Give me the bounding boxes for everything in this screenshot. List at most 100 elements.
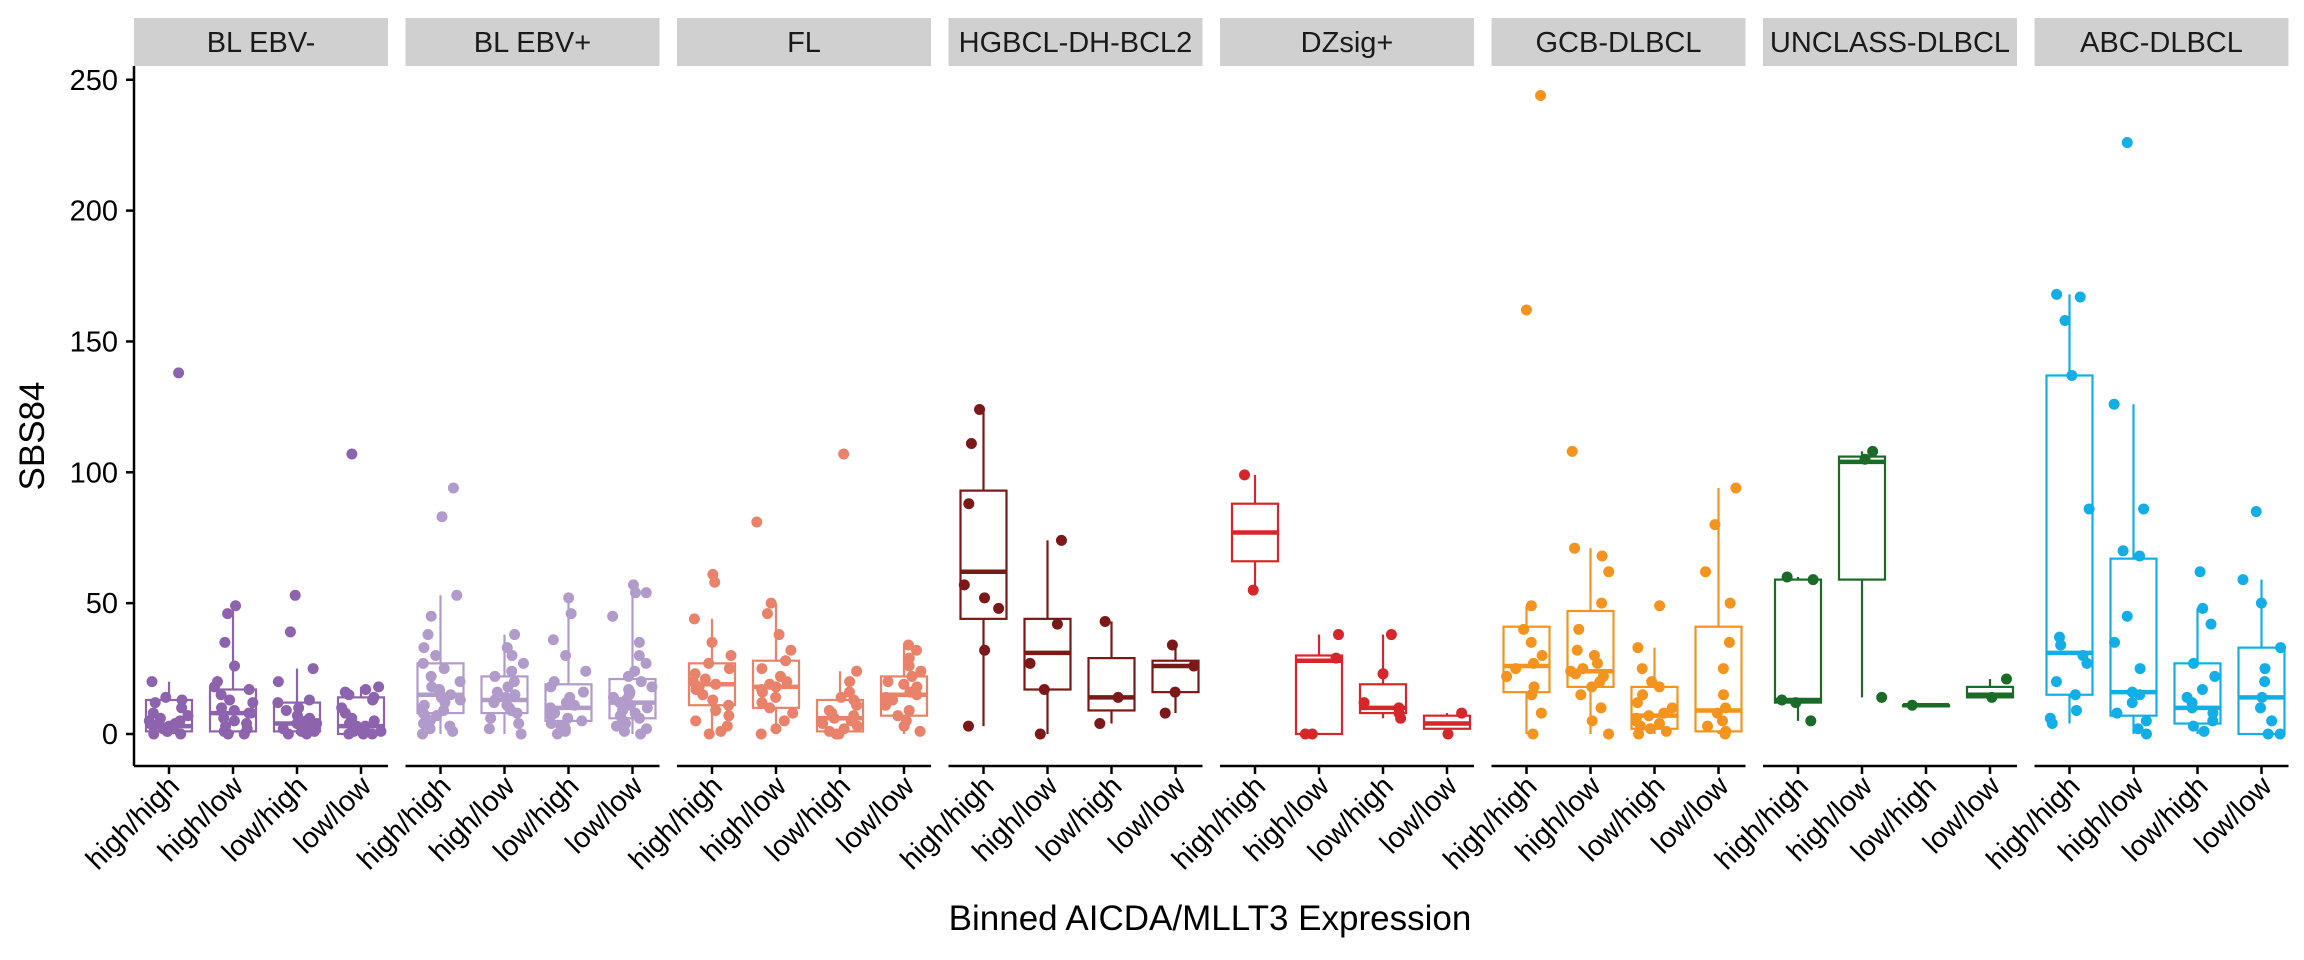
data-point [1520, 304, 1532, 316]
data-point [607, 610, 619, 622]
data-point [962, 720, 974, 732]
data-point [147, 720, 159, 732]
data-point [2132, 723, 2144, 735]
data-point [182, 710, 194, 722]
data-point [485, 712, 497, 724]
data-point [618, 725, 630, 737]
data-point [1510, 663, 1522, 675]
data-point [1188, 660, 1200, 672]
data-point [2266, 715, 2278, 727]
facet-strip-label: ABC-DLBCL [2080, 27, 2243, 59]
data-point [2059, 315, 2071, 327]
facet-strip-label: BL EBV+ [474, 27, 591, 59]
data-point [2066, 369, 2078, 381]
data-point [1603, 728, 1615, 740]
data-point [517, 657, 529, 669]
data-point [707, 694, 719, 706]
data-point [2259, 663, 2271, 675]
data-point [761, 608, 773, 620]
data-point [830, 728, 842, 740]
data-point [2256, 691, 2268, 703]
facet-strip [2034, 18, 2289, 66]
data-point [979, 592, 991, 604]
data-point [1570, 668, 1582, 680]
data-point [1591, 657, 1603, 669]
data-point [1790, 697, 1802, 709]
data-point [208, 681, 220, 693]
data-point [2140, 728, 2152, 740]
facet-strip [677, 18, 931, 66]
data-point [1646, 676, 1658, 688]
data-point [963, 498, 975, 510]
data-point [1594, 676, 1606, 688]
data-point [160, 691, 172, 703]
y-tick-label: 200 [70, 196, 118, 228]
data-point [1730, 482, 1742, 494]
box-iqr [1837, 455, 1887, 581]
data-point [1596, 550, 1608, 562]
data-point [910, 644, 922, 656]
data-point [511, 707, 523, 719]
data-point [2187, 720, 2199, 732]
data-point [723, 699, 735, 711]
data-point [375, 725, 387, 737]
data-point [1525, 636, 1537, 648]
data-point [247, 697, 259, 709]
data-point [222, 728, 234, 740]
data-point [1586, 681, 1598, 693]
data-point [781, 676, 793, 688]
data-point [488, 697, 500, 709]
data-point [307, 663, 319, 675]
data-point [228, 715, 240, 727]
data-point [780, 655, 792, 667]
data-point [509, 689, 521, 701]
data-point [149, 697, 161, 709]
data-point [515, 728, 527, 740]
data-point [635, 676, 647, 688]
x-axis-title: Binned AICDA/MLLT3 Expression [949, 899, 1472, 938]
data-point [176, 702, 188, 714]
data-point [1330, 652, 1342, 664]
data-point [844, 676, 856, 688]
data-point [635, 728, 647, 740]
data-point [222, 608, 234, 620]
data-point [1711, 707, 1723, 719]
data-point [882, 676, 894, 688]
data-point [416, 728, 428, 740]
data-point [903, 704, 915, 716]
data-point [770, 681, 782, 693]
data-point [2198, 725, 2210, 737]
data-point [425, 670, 437, 682]
data-point [633, 712, 645, 724]
data-point [633, 636, 645, 648]
data-point [303, 694, 315, 706]
data-point [447, 482, 459, 494]
data-point [828, 712, 840, 724]
box-iqr [2237, 646, 2286, 736]
data-point [1528, 657, 1540, 669]
data-point [422, 629, 434, 641]
facet-strip [134, 18, 388, 66]
y-tick-label: 0 [102, 719, 118, 751]
data-point [915, 665, 927, 677]
data-point [2237, 574, 2249, 586]
data-point [1094, 718, 1106, 730]
data-point [1456, 707, 1468, 719]
data-point [1603, 566, 1615, 578]
data-point [454, 676, 466, 688]
y-tick-label: 250 [70, 65, 118, 97]
data-point [1720, 702, 1732, 714]
data-point [451, 589, 463, 601]
data-point [2196, 684, 2208, 696]
box-iqr [1294, 654, 1344, 736]
data-point [911, 689, 923, 701]
data-point [2275, 642, 2287, 654]
data-point [1700, 566, 1712, 578]
data-point [1526, 689, 1538, 701]
data-point [2209, 670, 2221, 682]
data-point [1718, 689, 1730, 701]
data-point [243, 684, 255, 696]
y-tick-label: 100 [70, 457, 118, 489]
